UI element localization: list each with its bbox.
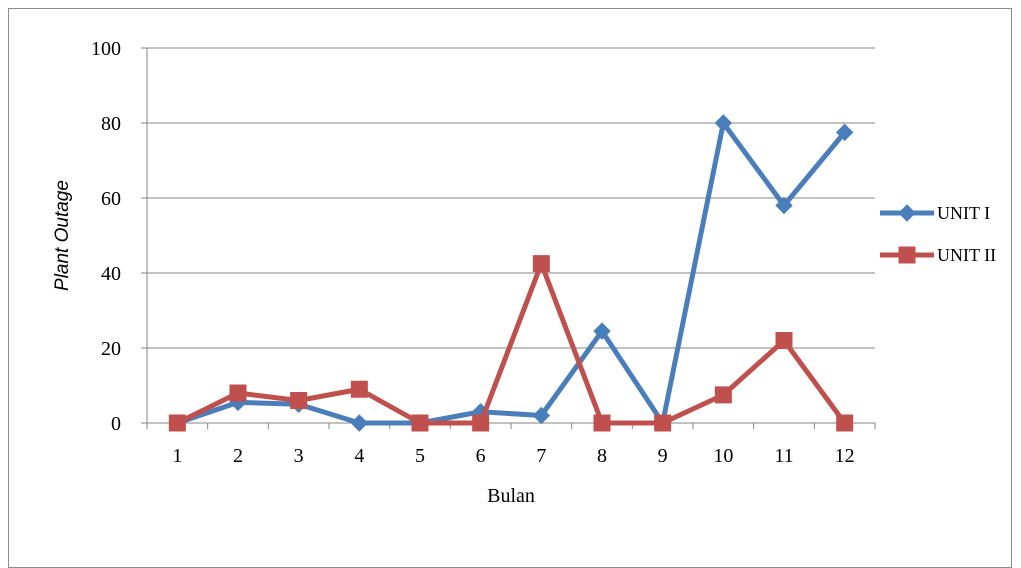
x-tick-label: 12 [835,445,855,467]
data-point-marker [714,386,732,404]
legend: UNIT I UNIT II [880,203,996,265]
legend-marker [898,246,916,264]
data-point-marker [532,255,550,273]
x-tick-labels: 1 2 3 4 5 6 7 8 9 10 11 12 [172,445,854,467]
chart-frame [8,8,1012,568]
x-tick-label: 3 [294,445,304,467]
data-point-marker [714,114,733,132]
data-point-marker [472,414,490,432]
axes [141,47,876,429]
x-tick-label: 5 [415,445,425,467]
y-tick-label: 60 [101,188,121,210]
gridlines [147,47,875,349]
legend-label: UNIT I [937,203,990,223]
series-lines [168,114,854,432]
data-point-marker [593,414,611,432]
y-tick-labels: 0 20 40 60 80 100 [91,38,121,435]
x-tick-label: 2 [233,445,243,467]
data-point-marker [290,392,308,409]
data-point-marker [775,196,793,215]
data-point-marker [654,414,672,432]
x-axis-title: Bulan [487,485,535,507]
y-tick-label: 20 [101,338,121,360]
x-tick-label: 6 [476,445,486,467]
data-point-marker [532,406,551,425]
data-point-marker [350,414,369,432]
x-tick-label: 1 [172,445,182,467]
data-point-marker [168,414,186,432]
series-line [176,261,847,426]
y-axis-title: Plant Outage [52,180,73,291]
legend-item: UNIT II [880,245,996,265]
y-tick-label: 40 [101,263,121,285]
legend-item: UNIT I [880,203,990,223]
y-tick-label: 0 [111,413,121,435]
data-point-marker [835,123,854,142]
x-tick-label: 4 [354,445,364,467]
legend-marker [898,204,916,222]
x-tick-label: 11 [774,445,793,467]
x-tick-label: 8 [597,445,607,467]
y-tick-label: 80 [101,113,121,135]
data-point-marker [411,414,429,432]
data-point-marker [229,384,247,402]
x-tick-label: 10 [713,445,733,467]
data-point-marker [775,332,793,349]
data-point-marker [593,322,611,340]
series-line [176,120,847,426]
data-point-marker [350,380,368,398]
x-tick-label: 9 [658,445,668,467]
data-point-marker [836,414,854,432]
x-tick-label: 7 [536,445,546,467]
legend-label: UNIT II [937,245,996,265]
series-2 [168,255,854,432]
y-tick-label: 100 [91,38,121,60]
